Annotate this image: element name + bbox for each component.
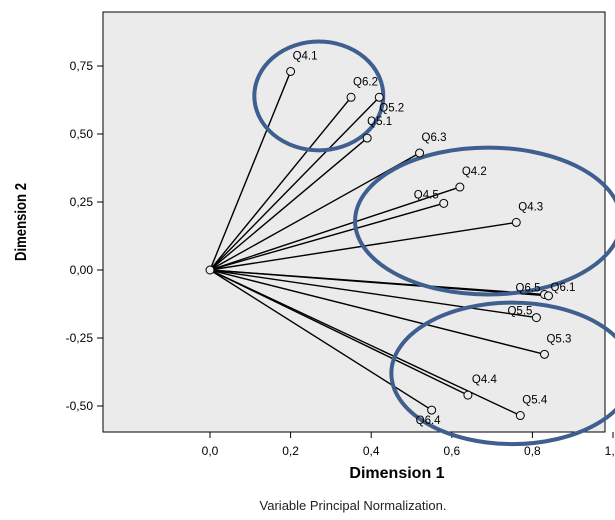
loading-line — [209, 71, 292, 271]
x-axis-title: Dimension 1 — [349, 465, 444, 482]
loading-line — [209, 269, 537, 319]
data-point — [511, 217, 521, 227]
data-point — [544, 291, 554, 301]
group-circle — [353, 145, 615, 297]
data-point — [286, 66, 296, 76]
x-tick-label: 0,0 — [202, 444, 219, 458]
loading-lines — [209, 71, 549, 417]
origin-point — [205, 265, 215, 275]
x-tick-label: 1,0 — [605, 444, 615, 458]
y-tick-label: 0,00 — [70, 263, 94, 277]
loading-line — [209, 96, 380, 271]
loading-line — [209, 137, 368, 271]
y-axis-title: Dimension 2 — [13, 183, 30, 261]
loading-line — [209, 269, 545, 355]
axes: 0,75 0,50 0,25 0,00 -0,25 -0,50 0,0 0,2 0,4 0,6 0,… — [66, 59, 615, 458]
x-tick-label: 0,6 — [443, 444, 460, 458]
data-point — [531, 313, 541, 323]
y-tick-label: 0,50 — [70, 127, 94, 141]
x-tick-label: 0,4 — [363, 444, 380, 458]
y-tick-label: -0,25 — [66, 331, 94, 345]
point-label: Q4.3 — [518, 201, 543, 213]
group-circle — [389, 300, 615, 447]
chart-footnote: Variable Principal Normalization. — [260, 498, 447, 513]
point-label: Q6.3 — [422, 132, 447, 144]
loading-line — [209, 186, 461, 271]
data-point — [539, 349, 549, 359]
loading-line — [209, 96, 352, 271]
data-point — [362, 133, 372, 143]
point-label: Q5.5 — [507, 306, 532, 318]
point-label: Q4.2 — [462, 166, 487, 178]
data-point — [439, 198, 449, 208]
data-point — [346, 92, 356, 102]
y-tick-label: -0,50 — [66, 399, 94, 413]
point-labels: Q4.1 Q6.2 Q5.2 Q5.1 Q6.3 Q4.2 Q4.5 Q4.3 Q6.5 Q6.1… — [293, 50, 576, 427]
data-point — [455, 182, 465, 192]
point-label: Q6.5 — [516, 282, 541, 294]
point-label: Q4.1 — [293, 50, 318, 62]
data-point — [515, 411, 525, 421]
data-point — [427, 405, 437, 415]
point-label: Q6.2 — [353, 76, 378, 88]
loading-line — [209, 202, 444, 271]
x-tick-label: 0,2 — [282, 444, 299, 458]
point-label: Q5.1 — [367, 116, 392, 128]
point-label: Q6.4 — [416, 415, 442, 427]
point-label: Q4.4 — [472, 374, 498, 386]
point-label: Q6.1 — [551, 282, 576, 294]
x-tick-label: 0,8 — [524, 444, 541, 458]
point-label: Q4.5 — [414, 189, 439, 201]
data-points — [205, 66, 554, 421]
data-point — [374, 92, 384, 102]
y-tick-label: 0,75 — [70, 59, 94, 73]
data-point — [463, 390, 473, 400]
data-point — [415, 148, 425, 158]
point-label: Q5.4 — [522, 395, 548, 407]
point-label: Q5.3 — [546, 333, 571, 345]
y-tick-label: 0,25 — [70, 195, 94, 209]
loading-line — [209, 269, 549, 297]
point-label: Q5.2 — [379, 102, 404, 114]
